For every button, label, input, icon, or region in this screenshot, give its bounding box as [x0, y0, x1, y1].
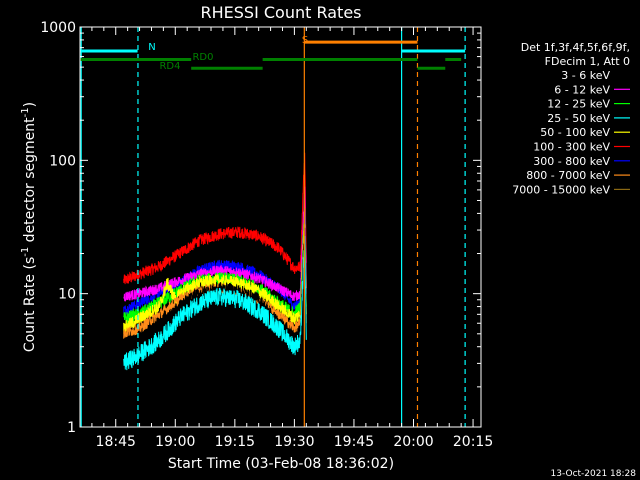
legend-entry-label-4: 50 - 100 keV	[540, 126, 610, 139]
legend-entry-label-7: 800 - 7000 keV	[526, 169, 610, 182]
legend-entry-label-2: 12 - 25 keV	[547, 98, 610, 111]
series-layer	[123, 152, 307, 371]
y-tick-label-2: 100	[49, 153, 76, 169]
x-axis-label: Start Time (03-Feb-08 18:36:02)	[168, 456, 394, 472]
generation-timestamp: 13-Oct-2021 18:28	[551, 469, 637, 479]
y-tick-label-1: 10	[58, 287, 76, 303]
legend-entry-label-3: 25 - 50 keV	[547, 112, 610, 125]
attenuator-decimation-bars: N S RD0 RD4	[80, 35, 466, 72]
y-axis-label-part3: )	[22, 102, 38, 107]
x-tick-label-1: 19:00	[155, 434, 195, 450]
y-tick-label-0: 1	[67, 420, 76, 436]
x-tick-label-2: 19:15	[215, 434, 255, 450]
legend-entry-label-5: 100 - 300 keV	[533, 141, 610, 154]
x-tick-label-5: 20:00	[393, 434, 433, 450]
series-line-2	[123, 186, 307, 303]
x-tick-label-3: 19:30	[274, 434, 314, 450]
plot-frame	[79, 26, 482, 428]
legend-entry-label-0: 3 - 6 keV	[561, 69, 610, 82]
x-axis-ticks: 18:45 19:00 19:15 19:30 19:45 20:00 20:15	[91, 27, 493, 450]
flag-label-s: S	[302, 35, 308, 46]
y-axis-label-sup1: -1	[20, 247, 31, 257]
y-tick-label-3: 1000	[40, 20, 76, 36]
legend-entry-label-6: 300 - 800 keV	[533, 155, 610, 168]
legend: Det 1f,3f,4f,5f,6f,9f,FDecim 1, Att 03 -…	[512, 41, 630, 196]
vertical-lines	[80, 27, 466, 427]
legend-header-1: FDecim 1, Att 0	[545, 55, 630, 68]
y-axis-label-part2: detector segment	[22, 117, 38, 247]
legend-header-0: Det 1f,3f,4f,5f,6f,9f,	[521, 41, 630, 54]
y-axis-label-part1: Count Rate (s	[22, 257, 38, 352]
x-tick-label-6: 20:15	[453, 434, 493, 450]
flag-label-rd4: RD4	[159, 61, 180, 72]
y-axis-label: Count Rate (s-1 detector segment-1)	[20, 102, 38, 352]
flag-label-n: N	[148, 42, 155, 53]
x-tick-label-0: 18:45	[96, 434, 136, 450]
series-line-0	[123, 152, 307, 285]
y-axis-label-sup2: -1	[20, 107, 31, 117]
flag-label-rd0: RD0	[192, 52, 213, 63]
y-axis-ticks: 1 10 100 1000	[40, 20, 481, 436]
series-line-4	[123, 224, 307, 336]
legend-entry-label-8: 7000 - 15000 keV	[512, 183, 610, 196]
x-tick-label-4: 19:45	[334, 434, 374, 450]
series-line-7	[123, 235, 307, 371]
chart-title: RHESSI Count Rates	[201, 3, 362, 22]
legend-entry-label-1: 6 - 12 keV	[554, 83, 610, 96]
series-line-5	[123, 228, 307, 339]
